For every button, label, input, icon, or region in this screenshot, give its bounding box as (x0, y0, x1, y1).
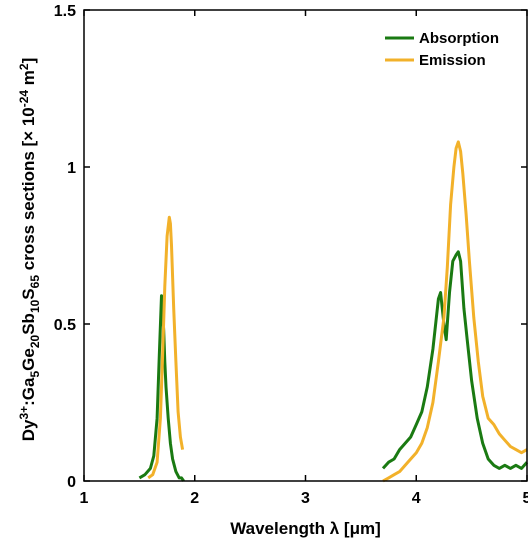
legend: Absorption Emission (385, 30, 499, 69)
x-tick-label: 5 (523, 490, 528, 507)
y-label-part: :Ga (19, 377, 38, 406)
y-label-part: m (19, 70, 38, 90)
series-line-emission-1 (147, 215, 185, 480)
y-tick-label: 1.5 (54, 3, 76, 20)
y-label-part: 5 (28, 371, 42, 378)
plot-area (84, 10, 527, 481)
series-line-emission-2 (382, 140, 528, 483)
legend-label-absorption: Absorption (419, 30, 499, 47)
legend-label-emission: Emission (419, 52, 486, 69)
y-label-part: ] (19, 58, 38, 64)
y-tick-label: 0 (67, 474, 76, 491)
x-axis-label: Wavelength λ [μm] (230, 519, 381, 538)
y-label-part: Ge (19, 348, 38, 371)
y-tick-label: 1 (67, 160, 76, 177)
y-tick-label: 0.5 (54, 317, 76, 334)
axes: 1 2 3 4 5 0 0.5 1 1.5 (54, 3, 528, 507)
x-tick-label: 1 (80, 490, 89, 507)
y-label-part: -24 (17, 90, 31, 108)
x-tick-label: 2 (190, 490, 199, 507)
y-label-part: 3+ (17, 406, 31, 420)
y-label-part: 2 (17, 63, 31, 70)
y-label-part: 20 (28, 334, 42, 348)
plot-background (84, 10, 527, 481)
y-label-part: 65 (28, 275, 42, 289)
y-axis-label: Dy3+:Ga5Ge20Sb10S65 cross sections [× 10… (17, 58, 42, 442)
x-tick-label: 4 (412, 490, 421, 507)
series-group (138, 140, 528, 483)
series-line-absorption-2 (381, 250, 528, 470)
y-label-part: Sb (19, 313, 38, 335)
x-tick-label: 3 (301, 490, 310, 507)
y-label-part: S (19, 288, 38, 299)
y-label-part: cross sections [× 10 (19, 107, 38, 275)
y-label-part: 10 (28, 299, 42, 313)
y-label-part: Dy (19, 419, 38, 441)
